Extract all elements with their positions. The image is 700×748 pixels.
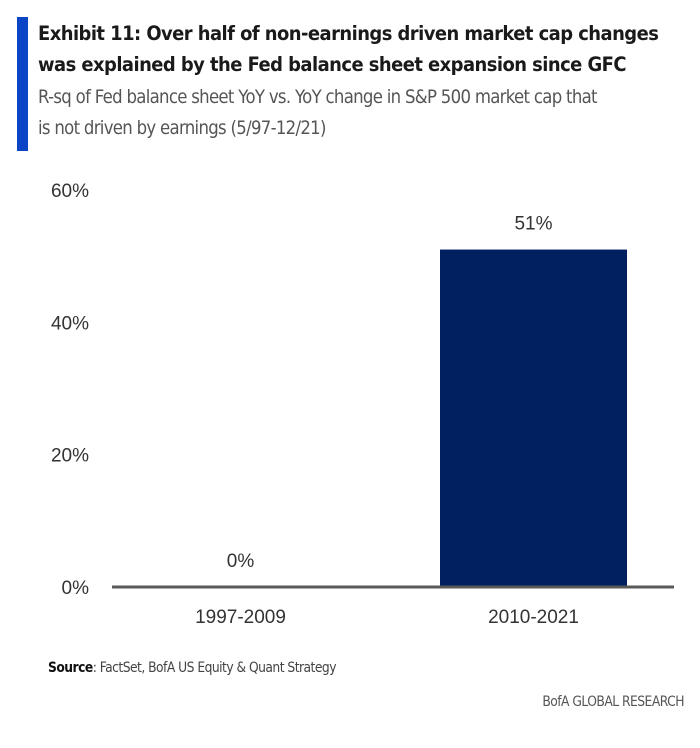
y-tick-label: 0% [62, 578, 90, 599]
data-label: 51% [514, 214, 552, 235]
chart-subtitle-line-2: is not driven by earnings (5/97-12/21) [38, 117, 326, 139]
x-axis: 1997-2009 2010-2021 [195, 607, 579, 628]
bar-chart: 0% 20% 40% 60% 0% 51% 1997-2009 2010-2021 [51, 181, 674, 628]
y-tick-label: 20% [51, 446, 89, 467]
source-text: : FactSet, BofA US Equity & Quant Strate… [92, 660, 337, 676]
y-tick-label: 40% [51, 313, 89, 334]
bars [440, 249, 627, 588]
y-axis: 0% 20% 40% 60% [51, 181, 89, 599]
source-label: Source [48, 660, 93, 676]
data-labels: 0% 51% [227, 214, 553, 572]
chart-title-line-1: Exhibit 11: Over half of non-earnings dr… [38, 22, 659, 45]
chart-subtitle: R-sq of Fed balance sheet YoY vs. YoY ch… [38, 82, 647, 144]
chart-title-line-2: was explained by the Fed balance sheet e… [38, 53, 627, 76]
data-label: 0% [227, 551, 255, 572]
brand-footer: BofA GLOBAL RESEARCH [542, 694, 684, 710]
y-tick-label: 60% [51, 181, 89, 202]
chart-subtitle-line-1: R-sq of Fed balance sheet YoY vs. YoY ch… [38, 86, 598, 108]
chart-title: Exhibit 11: Over half of non-earnings dr… [38, 18, 659, 80]
x-tick-label: 1997-2009 [195, 607, 286, 628]
x-tick-label: 2010-2021 [488, 607, 579, 628]
source-note: Source: FactSet, BofA US Equity & Quant … [48, 660, 337, 676]
bar-2010-2021 [440, 249, 627, 588]
exhibit-accent-bar [17, 17, 28, 151]
